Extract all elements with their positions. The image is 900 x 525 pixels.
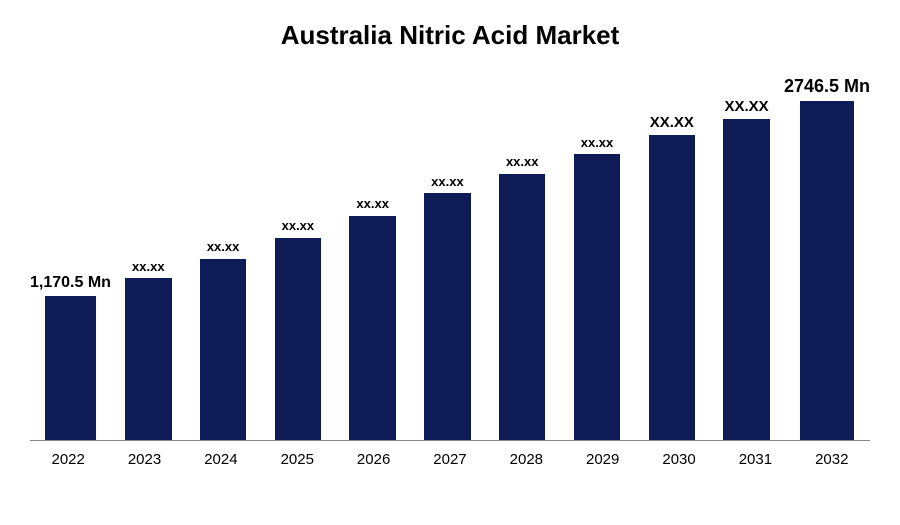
bar-group: XX.XX [634,71,709,440]
bar-group: 2746.5 Mn [784,71,870,440]
bar-value-label: 2746.5 Mn [784,77,870,97]
bar-value-label: xx.xx [282,219,315,233]
bar-group: 1,170.5 Mn [30,71,111,440]
bar-value-label: 1,170.5 Mn [30,274,111,292]
bar-group: xx.xx [560,71,635,440]
x-axis-label: 2022 [30,445,106,471]
chart-title: Australia Nitric Acid Market [30,20,870,51]
bar [800,101,853,440]
x-axis-label: 2028 [488,445,564,471]
bar [723,119,769,440]
bar-group: xx.xx [485,71,560,440]
bar-group: xx.xx [335,71,410,440]
plot-area: 1,170.5 Mn xx.xx xx.xx xx.xx xx.xx xx.xx xx.xx… [30,71,870,471]
bar-value-label: xx.xx [506,155,539,169]
bar [125,278,171,440]
bar [499,174,545,440]
bar-value-label: xx.xx [431,175,464,189]
bar-value-label: XX.XX [650,115,694,132]
chart-container: Australia Nitric Acid Market 1,170.5 Mn x… [0,0,900,525]
bar [45,296,95,440]
bar-group: xx.xx [410,71,485,440]
bar-value-label: xx.xx [132,260,165,274]
bar-group: xx.xx [111,71,186,440]
x-axis-label: 2025 [259,445,335,471]
bar-group: XX.XX [709,71,784,440]
bar [275,238,321,440]
bar-value-label: XX.XX [724,99,768,116]
x-axis-label: 2026 [335,445,411,471]
bar [200,259,246,440]
bar [574,154,620,440]
bar [649,135,695,440]
bar-value-label: xx.xx [207,240,240,254]
x-axis-label: 2029 [565,445,641,471]
bar [424,193,470,440]
bar-value-label: xx.xx [581,136,614,150]
x-axis-label: 2027 [412,445,488,471]
x-axis-label: 2023 [106,445,182,471]
x-axis-label: 2030 [641,445,717,471]
bar-group: xx.xx [261,71,336,440]
x-axis-label: 2031 [717,445,793,471]
bars-row: 1,170.5 Mn xx.xx xx.xx xx.xx xx.xx xx.xx xx.xx… [30,71,870,441]
bar-group: xx.xx [186,71,261,440]
x-axis-labels: 2022202320242025202620272028202920302031… [30,445,870,471]
bar [349,216,395,440]
x-axis-label: 2032 [794,445,870,471]
x-axis-label: 2024 [183,445,259,471]
bar-value-label: xx.xx [356,197,389,211]
